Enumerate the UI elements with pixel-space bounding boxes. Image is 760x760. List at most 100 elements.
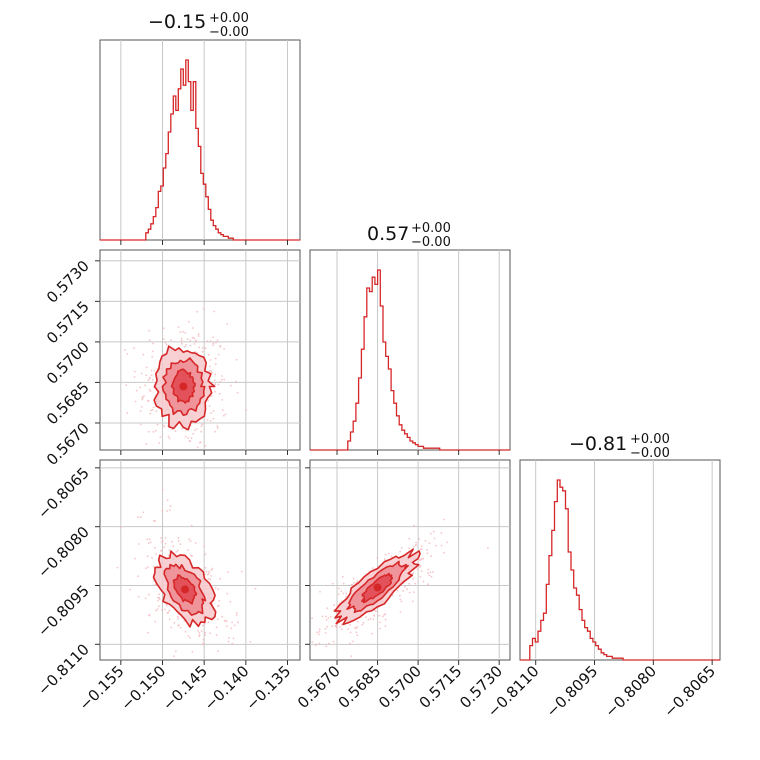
- sample-point: [188, 538, 191, 541]
- y-tick-label: 0.5670: [43, 419, 93, 469]
- sample-point: [324, 632, 327, 634]
- sample-point: [190, 437, 193, 440]
- sample-point: [142, 511, 145, 514]
- sample-point: [148, 614, 151, 616]
- x-tick-label: −0.150: [117, 662, 169, 714]
- sample-point: [168, 549, 171, 552]
- sample-point: [170, 339, 172, 341]
- sample-point: [177, 540, 180, 542]
- sample-point: [196, 310, 199, 313]
- sample-point: [205, 570, 208, 573]
- panel-hist-param0: −0.15 +0.00 −0.00: [99, 11, 301, 241]
- sample-point: [165, 604, 168, 606]
- sample-point: [321, 615, 324, 618]
- sample-point: [383, 613, 386, 616]
- title-param1-sup: +0.00: [411, 221, 451, 236]
- sample-point: [155, 553, 157, 556]
- sample-point: [163, 425, 166, 428]
- sample-point: [160, 541, 163, 543]
- sample-point: [349, 642, 351, 645]
- sample-point: [189, 540, 192, 543]
- sample-point: [432, 571, 434, 573]
- sample-point: [213, 310, 216, 313]
- sample-point: [229, 600, 232, 603]
- panel-scatter-p0-p1: [99, 249, 301, 451]
- sample-point: [137, 575, 140, 578]
- sample-point: [319, 590, 321, 593]
- sample-point: [147, 566, 149, 568]
- sample-point: [356, 580, 359, 583]
- sample-point: [206, 419, 209, 421]
- sample-point: [141, 396, 144, 398]
- sample-point: [384, 618, 387, 621]
- sample-point: [139, 386, 142, 389]
- sample-point: [139, 423, 142, 426]
- sample-point: [143, 395, 145, 397]
- sample-point: [129, 588, 132, 591]
- sample-point: [341, 575, 344, 578]
- sample-point: [413, 591, 415, 593]
- sample-point: [186, 338, 189, 340]
- sample-point: [210, 569, 213, 572]
- y-tick-label: 0.5730: [43, 257, 93, 307]
- sample-point: [220, 378, 223, 381]
- grid-lines: [310, 460, 510, 660]
- sample-point: [342, 582, 345, 585]
- sample-point: [215, 634, 218, 636]
- sample-point: [168, 509, 171, 511]
- sample-point: [156, 565, 159, 567]
- sample-point: [443, 518, 445, 521]
- sample-point: [207, 621, 210, 624]
- sample-point: [350, 584, 353, 586]
- sample-point: [159, 436, 162, 438]
- sample-point: [154, 620, 157, 623]
- pair-0-1: [124, 308, 248, 449]
- sample-point: [367, 618, 370, 621]
- sample-point: [147, 379, 150, 382]
- sample-point: [167, 554, 170, 557]
- sample-point: [214, 383, 217, 386]
- sample-point: [180, 339, 183, 342]
- sample-point: [202, 643, 205, 646]
- sample-point: [349, 631, 352, 634]
- sample-point: [193, 337, 196, 340]
- sample-point: [147, 542, 150, 545]
- sample-point: [184, 332, 187, 334]
- sample-point: [154, 584, 157, 586]
- sample-point: [177, 326, 180, 328]
- sample-point: [192, 432, 195, 435]
- sample-point: [345, 592, 348, 595]
- sample-point: [412, 577, 415, 580]
- sample-point: [415, 541, 417, 544]
- sample-point: [236, 391, 239, 394]
- sample-point: [149, 412, 152, 415]
- sample-point: [181, 427, 183, 430]
- contour-peak: [181, 585, 189, 594]
- sample-point: [187, 549, 190, 551]
- sample-point: [165, 343, 168, 346]
- sample-point: [419, 559, 421, 562]
- sample-point: [164, 537, 167, 539]
- sample-point: [338, 587, 340, 590]
- sample-point: [162, 338, 165, 340]
- sample-point: [200, 430, 203, 433]
- sample-point: [213, 379, 216, 382]
- sample-point: [156, 423, 159, 426]
- sample-point: [412, 572, 415, 575]
- title-param0-sup: +0.00: [209, 11, 249, 26]
- y-tick-label: 0.5685: [43, 379, 93, 429]
- sample-point: [145, 366, 148, 369]
- sample-point: [189, 344, 192, 347]
- sample-point: [254, 587, 257, 590]
- sample-point: [318, 628, 321, 631]
- sample-point: [402, 589, 404, 592]
- sample-point: [138, 543, 140, 545]
- sample-point: [226, 323, 229, 325]
- sample-point: [163, 546, 166, 548]
- sample-point: [207, 399, 210, 402]
- sample-point: [154, 546, 156, 549]
- sample-point: [141, 398, 143, 401]
- sample-point: [147, 399, 150, 402]
- sample-point: [372, 618, 375, 621]
